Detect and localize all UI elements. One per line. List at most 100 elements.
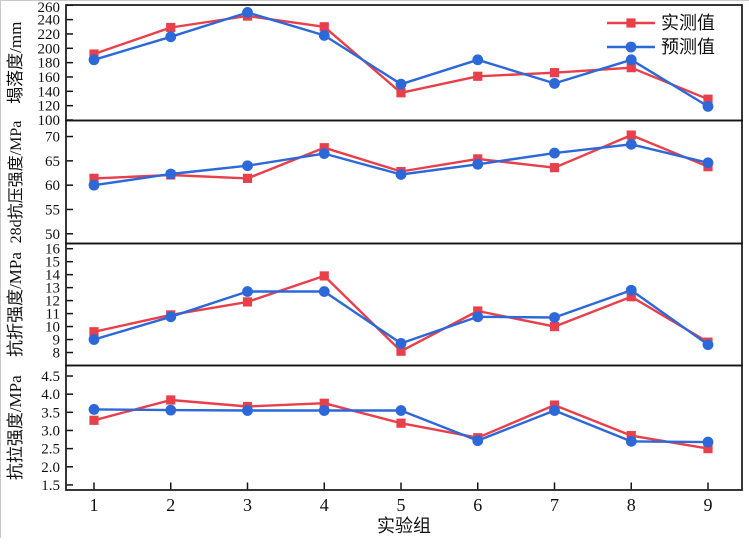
marker-measured [166, 22, 176, 33]
y-tick-label: 12 [45, 294, 60, 310]
marker-predicted [702, 339, 714, 351]
y-tick-label: 140 [38, 84, 61, 100]
y-tick-label: 60 [45, 178, 60, 194]
y-tick-label: 14 [45, 268, 61, 284]
y-tick-label: 55 [45, 202, 60, 218]
marker-measured [549, 68, 560, 78]
marker-predicted [318, 405, 330, 416]
y-tick-label: 2.0 [41, 460, 60, 476]
y-tick-label: 13 [45, 281, 60, 297]
y-tick-label: 4.0 [41, 387, 60, 403]
marker-measured [319, 271, 329, 281]
y-tick-label: 16 [45, 242, 61, 258]
legend-circle-marker-icon [625, 41, 637, 53]
marker-measured [473, 306, 483, 316]
marker-predicted [549, 78, 560, 89]
x-tick-label: 7 [550, 495, 559, 515]
y-tick-label: 180 [38, 56, 61, 72]
y-tick-label: 3.5 [41, 405, 60, 421]
y-tick-label: 240 [38, 13, 61, 29]
marker-measured [549, 163, 560, 173]
marker-measured [626, 63, 636, 73]
y-tick-label: 8 [53, 346, 61, 362]
y-tick-label: 220 [38, 27, 61, 43]
x-axis-title: 实验组 [377, 516, 431, 536]
marker-predicted [242, 7, 253, 18]
y-tick-label: 3.0 [41, 423, 60, 439]
marker-predicted [242, 160, 253, 172]
marker-predicted [242, 286, 253, 297]
marker-predicted [625, 138, 637, 150]
x-tick-label: 2 [166, 495, 175, 515]
legend-item-predicted: 预测值 [607, 37, 715, 57]
marker-predicted [165, 168, 177, 180]
marker-predicted [395, 405, 407, 416]
marker-predicted [472, 435, 484, 447]
y-tick-label: 4.5 [41, 369, 60, 385]
marker-measured [396, 346, 406, 356]
y-tick-label: 10 [45, 320, 60, 336]
marker-predicted [318, 148, 330, 159]
marker-predicted [702, 436, 714, 448]
y-axis-title: 抗折强度/MPa [6, 252, 25, 357]
marker-predicted [549, 147, 560, 159]
x-tick-label: 9 [704, 495, 713, 515]
marker-predicted [702, 157, 714, 169]
marker-predicted [625, 284, 637, 296]
marker-predicted [88, 54, 100, 66]
marker-predicted [242, 405, 253, 416]
y-tick-label: 1.5 [41, 478, 60, 494]
subplot-frame [65, 364, 743, 491]
y-axis-title: 塌落度/mm [6, 22, 25, 104]
marker-predicted [395, 78, 407, 90]
marker-measured [89, 415, 99, 425]
y-tick-label: 70 [45, 130, 60, 146]
marker-predicted [165, 404, 177, 416]
y-tick-label: 2.5 [41, 442, 60, 458]
x-tick-label: 6 [473, 495, 482, 515]
x-tick-label: 8 [627, 495, 636, 515]
x-tick-label: 1 [90, 495, 99, 515]
marker-predicted [88, 404, 100, 415]
y-tick-label: 100 [38, 113, 61, 129]
marker-measured [89, 173, 99, 183]
marker-predicted [165, 31, 177, 43]
x-tick-label: 4 [320, 495, 329, 515]
marker-predicted [549, 405, 560, 416]
y-tick-label: 50 [45, 227, 60, 243]
legend-label: 实测值 [661, 13, 715, 33]
y-tick-label: 9 [53, 333, 61, 349]
marker-predicted [702, 100, 714, 112]
legend-item-measured: 实测值 [607, 13, 715, 33]
marker-measured [396, 418, 406, 428]
marker-predicted [88, 179, 100, 191]
y-tick-label: 160 [38, 70, 61, 86]
marker-measured [319, 22, 329, 32]
marker-measured [703, 444, 713, 454]
y-tick-label: 260 [38, 1, 61, 16]
marker-predicted [549, 312, 560, 323]
y-tick-label: 65 [45, 154, 60, 170]
y-tick-label: 200 [38, 41, 61, 57]
marker-measured [626, 292, 636, 302]
marker-measured [319, 398, 329, 408]
marker-measured [396, 88, 406, 98]
marker-measured [626, 430, 636, 441]
y-axis-title: 28d抗压强度/MPa [7, 121, 25, 244]
marker-measured [703, 94, 713, 104]
marker-measured [166, 395, 176, 405]
legend-label: 预测值 [661, 37, 715, 57]
subplot-4: 1.5 2.0 2.5 3.0 3.5 4.0 4.5 抗拉强度/MPa [6, 364, 743, 494]
marker-measured [549, 321, 560, 332]
x-tick-label: 3 [243, 495, 252, 515]
marker-predicted [472, 54, 484, 66]
marker-predicted [395, 338, 407, 349]
marker-predicted [165, 311, 177, 323]
y-tick-label: 15 [45, 255, 60, 271]
marker-predicted [625, 54, 637, 66]
